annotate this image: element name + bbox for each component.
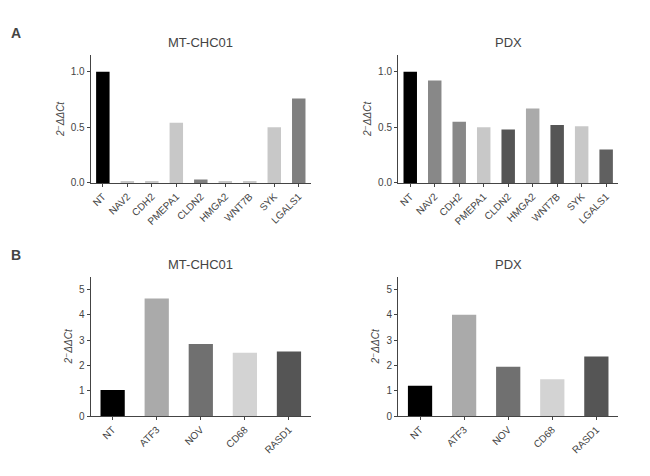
svg-text:NAV2: NAV2	[107, 191, 133, 217]
svg-text:A: A	[11, 25, 21, 41]
svg-text:1: 1	[79, 385, 85, 396]
svg-text:0.5: 0.5	[378, 122, 392, 133]
svg-text:4: 4	[386, 309, 392, 320]
svg-text:2⁻ΔΔCt: 2⁻ΔΔCt	[63, 328, 74, 364]
svg-text:ATF3: ATF3	[445, 424, 470, 449]
svg-text:CLDN2: CLDN2	[482, 191, 513, 222]
svg-text:NT: NT	[100, 424, 117, 441]
svg-text:NT: NT	[91, 191, 108, 208]
svg-text:0: 0	[386, 411, 392, 422]
svg-text:WNT7B: WNT7B	[530, 191, 563, 224]
svg-text:B: B	[11, 247, 21, 263]
svg-text:2⁻ΔΔCt: 2⁻ΔΔCt	[55, 101, 66, 137]
svg-text:1.0: 1.0	[71, 66, 85, 77]
svg-text:4: 4	[79, 309, 85, 320]
svg-text:1: 1	[386, 385, 392, 396]
svg-text:PDX: PDX	[495, 35, 522, 50]
svg-text:SYK: SYK	[257, 191, 279, 213]
svg-text:2⁻ΔΔCt: 2⁻ΔΔCt	[362, 101, 373, 137]
svg-text:NAV2: NAV2	[414, 191, 440, 217]
svg-text:3: 3	[79, 335, 85, 346]
svg-text:NT: NT	[398, 191, 415, 208]
svg-text:CD68: CD68	[531, 424, 557, 450]
svg-text:NT: NT	[408, 424, 425, 441]
svg-text:CLDN2: CLDN2	[175, 191, 206, 222]
svg-text:5: 5	[79, 284, 85, 295]
svg-text:1.0: 1.0	[378, 66, 392, 77]
svg-text:LGALS1: LGALS1	[577, 191, 612, 226]
svg-text:2: 2	[386, 360, 392, 371]
svg-text:MT-CHC01: MT-CHC01	[168, 35, 233, 50]
svg-text:NOV: NOV	[183, 424, 206, 447]
svg-text:HMGA2: HMGA2	[505, 191, 538, 224]
svg-text:ATF3: ATF3	[137, 424, 162, 449]
svg-text:RASD1: RASD1	[263, 424, 295, 456]
svg-text:2⁻ΔΔCt: 2⁻ΔΔCt	[370, 328, 381, 364]
svg-text:3: 3	[386, 335, 392, 346]
svg-text:PMEPA1: PMEPA1	[453, 191, 489, 227]
svg-text:2: 2	[79, 360, 85, 371]
svg-text:PDX: PDX	[495, 257, 522, 272]
svg-text:LGALS1: LGALS1	[269, 191, 304, 226]
svg-text:PMEPA1: PMEPA1	[145, 191, 181, 227]
svg-text:0.0: 0.0	[378, 177, 392, 188]
svg-text:CDH2: CDH2	[437, 191, 464, 218]
svg-text:SYK: SYK	[565, 191, 587, 213]
svg-text:HMGA2: HMGA2	[197, 191, 230, 224]
svg-text:0: 0	[79, 411, 85, 422]
svg-text:WNT7B: WNT7B	[222, 191, 255, 224]
svg-text:CD68: CD68	[224, 424, 250, 450]
svg-text:0.5: 0.5	[71, 122, 85, 133]
svg-text:NOV: NOV	[490, 424, 513, 447]
svg-text:0.0: 0.0	[71, 177, 85, 188]
svg-text:5: 5	[386, 284, 392, 295]
svg-text:MT-CHC01: MT-CHC01	[168, 257, 233, 272]
svg-text:CDH2: CDH2	[130, 191, 157, 218]
svg-text:RASD1: RASD1	[570, 424, 602, 456]
